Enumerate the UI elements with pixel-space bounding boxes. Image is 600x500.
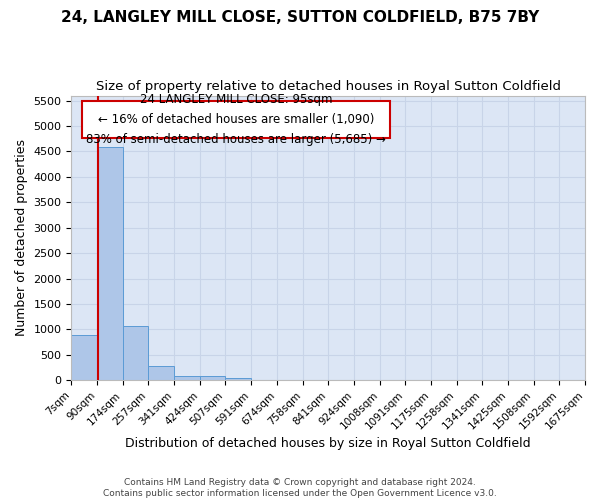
Bar — [148, 366, 174, 380]
Title: Size of property relative to detached houses in Royal Sutton Coldfield: Size of property relative to detached ho… — [96, 80, 561, 93]
Bar — [226, 378, 251, 380]
Bar — [71, 336, 97, 380]
Text: Contains HM Land Registry data © Crown copyright and database right 2024.
Contai: Contains HM Land Registry data © Crown c… — [103, 478, 497, 498]
Bar — [200, 376, 226, 380]
X-axis label: Distribution of detached houses by size in Royal Sutton Coldfield: Distribution of detached houses by size … — [125, 437, 531, 450]
Bar — [123, 326, 148, 380]
Bar — [174, 376, 200, 380]
FancyBboxPatch shape — [82, 101, 390, 138]
Text: 24, LANGLEY MILL CLOSE, SUTTON COLDFIELD, B75 7BY: 24, LANGLEY MILL CLOSE, SUTTON COLDFIELD… — [61, 10, 539, 25]
Y-axis label: Number of detached properties: Number of detached properties — [15, 140, 28, 336]
Bar — [97, 148, 123, 380]
Text: 24 LANGLEY MILL CLOSE: 95sqm
← 16% of detached houses are smaller (1,090)
83% of: 24 LANGLEY MILL CLOSE: 95sqm ← 16% of de… — [86, 93, 386, 146]
